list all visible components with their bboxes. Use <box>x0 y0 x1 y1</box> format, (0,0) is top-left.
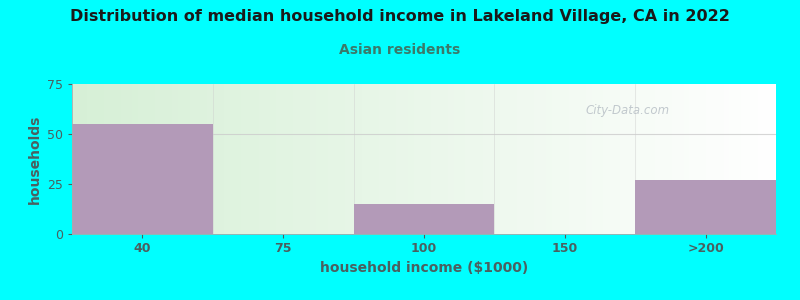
Text: Asian residents: Asian residents <box>339 44 461 58</box>
Y-axis label: households: households <box>27 114 42 204</box>
Bar <box>635 180 776 234</box>
Text: Distribution of median household income in Lakeland Village, CA in 2022: Distribution of median household income … <box>70 9 730 24</box>
Text: City-Data.com: City-Data.com <box>586 104 670 117</box>
Bar <box>354 204 494 234</box>
Bar <box>72 124 213 234</box>
X-axis label: household income ($1000): household income ($1000) <box>320 261 528 275</box>
